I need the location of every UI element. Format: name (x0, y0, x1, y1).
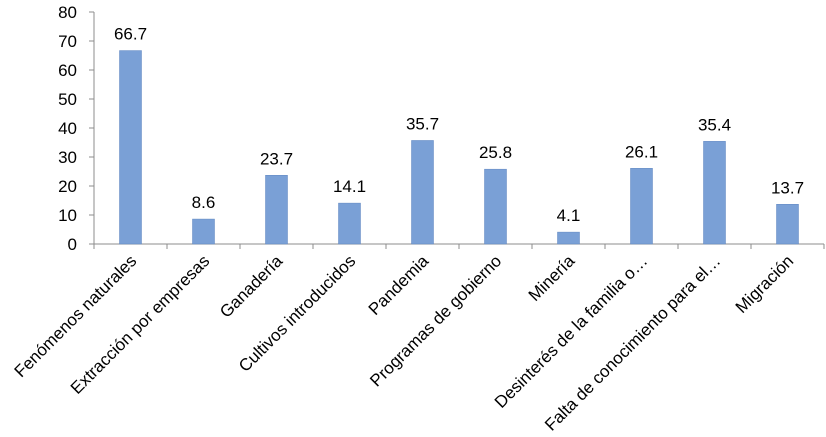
bar (703, 141, 726, 245)
bar (630, 168, 653, 245)
data-label: 25.8 (479, 143, 512, 162)
y-tick-label: 0 (68, 235, 77, 254)
bar (776, 204, 799, 245)
y-tick-label: 80 (58, 3, 77, 22)
bar (411, 140, 434, 245)
data-label: 26.1 (625, 142, 658, 161)
data-label: 35.7 (406, 114, 439, 133)
data-label: 8.6 (192, 193, 216, 212)
y-tick-label: 40 (58, 119, 77, 138)
y-tick-label: 10 (58, 206, 77, 225)
category-label: Desinterés de la familia o… (491, 251, 651, 411)
category-label: Ganadería (216, 251, 287, 322)
data-label: 4.1 (557, 206, 581, 225)
y-tick-label: 50 (58, 90, 77, 109)
category-label: Programas de gobierno (366, 251, 505, 390)
bar (192, 218, 215, 245)
bar (557, 231, 580, 245)
y-tick-label: 30 (58, 148, 77, 167)
category-label: Minería (525, 251, 579, 305)
data-label: 13.7 (771, 178, 804, 197)
category-label: Extracción por empresas (67, 251, 213, 397)
bar (119, 50, 142, 245)
category-label: Pandemia (365, 251, 433, 319)
category-label: Migración (732, 251, 798, 317)
y-axis-ticks: 0 10 20 30 40 50 60 70 80 (58, 3, 825, 254)
data-label: 66.7 (114, 25, 147, 44)
bars (119, 50, 799, 245)
bar (265, 175, 288, 245)
bar (484, 168, 507, 245)
category-label: Fenómenos naturales (11, 251, 141, 381)
y-tick-label: 20 (58, 177, 77, 196)
data-label: 35.4 (698, 115, 731, 134)
data-label: 23.7 (260, 149, 293, 168)
y-tick-label: 70 (58, 32, 77, 51)
data-labels: 66.7 8.6 23.7 14.1 35.7 25.8 4.1 26.1 35.4 13.7 (114, 25, 804, 226)
y-tick-label: 60 (58, 61, 77, 80)
data-label: 14.1 (333, 177, 366, 196)
bar (338, 202, 361, 245)
